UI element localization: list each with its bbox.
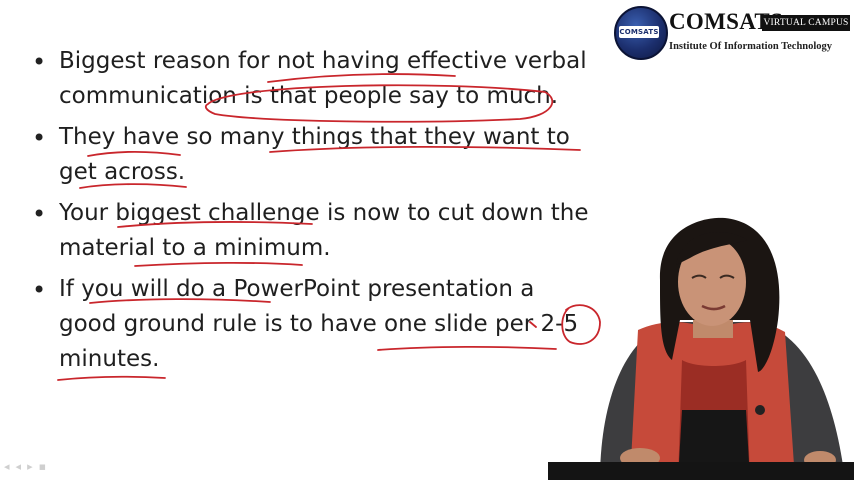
bullet-dot-icon: • bbox=[32, 200, 47, 228]
bullet-text-line: minutes. bbox=[59, 346, 160, 372]
bullet-item: • They have so many things that they wan… bbox=[32, 120, 592, 190]
bullet-text-line: communication is that people say to much… bbox=[59, 83, 559, 109]
bullet-text-line: get across. bbox=[59, 159, 186, 185]
microphone-icon bbox=[755, 405, 765, 415]
comsats-logo: COMSATS COMSATS VIRTUAL CAMPUS Institute… bbox=[612, 4, 852, 60]
emblem-text: COMSATS bbox=[619, 26, 659, 38]
bullet-dot-icon: • bbox=[32, 124, 47, 152]
bullet-text-line: Biggest reason for not having effective … bbox=[59, 48, 587, 74]
bullet-item: • Biggest reason for not having effectiv… bbox=[32, 44, 592, 114]
presenter-face bbox=[678, 238, 746, 326]
bullet-dot-icon: • bbox=[32, 276, 47, 304]
virtual-campus-badge: VIRTUAL CAMPUS bbox=[762, 15, 850, 31]
play-icon[interactable]: ▸ bbox=[27, 460, 33, 473]
bullet-text-line: If you will do a PowerPoint presentation… bbox=[59, 276, 535, 302]
bullet-text-line: good ground rule is to have one slide pe… bbox=[59, 311, 579, 337]
player-controls[interactable]: ◂ ◂ ▸ ▪ bbox=[4, 460, 46, 474]
logo-subtitle: Institute Of Information Technology bbox=[669, 41, 833, 52]
presenter-video bbox=[600, 217, 845, 480]
presenter-desk bbox=[548, 462, 854, 480]
bullet-text-line: material to a minimum. bbox=[59, 235, 331, 261]
bullet-list: • Biggest reason for not having effectiv… bbox=[32, 44, 592, 383]
bullet-dot-icon: • bbox=[32, 48, 47, 76]
bullet-text-line: Your biggest challenge is now to cut dow… bbox=[59, 200, 589, 226]
bullet-text-line: They have so many things that they want … bbox=[59, 124, 570, 150]
stop-icon[interactable]: ▪ bbox=[38, 460, 47, 473]
back-icon[interactable]: ◂ bbox=[15, 460, 22, 473]
bullet-item: • Your biggest challenge is now to cut d… bbox=[32, 196, 592, 266]
bullet-item: • If you will do a PowerPoint presentati… bbox=[32, 272, 592, 377]
rewind-icon[interactable]: ◂ bbox=[4, 460, 10, 473]
comsats-emblem-icon: COMSATS bbox=[614, 6, 668, 60]
